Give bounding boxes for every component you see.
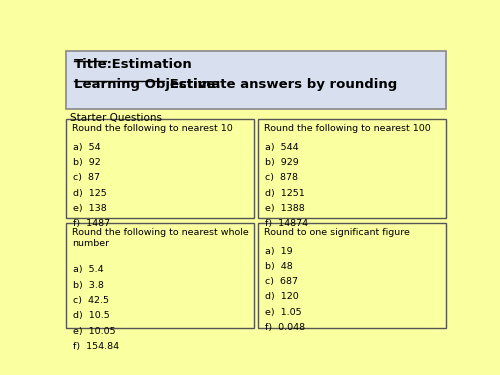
Text: b)  48: b) 48: [265, 262, 293, 271]
Text: Round the following to nearest 10: Round the following to nearest 10: [72, 124, 233, 133]
Text: e)  10.05: e) 10.05: [74, 327, 116, 336]
Text: Title:: Title:: [74, 58, 113, 71]
Text: f)  14874: f) 14874: [265, 219, 308, 228]
Text: f)  0.048: f) 0.048: [265, 323, 306, 332]
Text: f)  154.84: f) 154.84: [74, 342, 120, 351]
Text: Round the following to nearest whole
number: Round the following to nearest whole num…: [72, 228, 249, 248]
Text: b)  3.8: b) 3.8: [74, 280, 104, 290]
Text: Starter Questions: Starter Questions: [70, 113, 162, 123]
Text: d)  10.5: d) 10.5: [74, 311, 110, 320]
FancyBboxPatch shape: [66, 118, 254, 218]
FancyBboxPatch shape: [258, 118, 446, 218]
Text: a)  5.4: a) 5.4: [74, 266, 104, 274]
Text: d)  1251: d) 1251: [265, 189, 305, 198]
Text: c)  878: c) 878: [265, 173, 298, 182]
Text: Round to one significant figure: Round to one significant figure: [264, 228, 410, 237]
Text: a)  544: a) 544: [265, 142, 299, 152]
Text: a)  19: a) 19: [265, 246, 293, 255]
Text: d)  125: d) 125: [74, 189, 107, 198]
Text: c)  687: c) 687: [265, 277, 298, 286]
Text: c)  87: c) 87: [74, 173, 101, 182]
Text: d)  120: d) 120: [265, 292, 299, 302]
Text: e)  138: e) 138: [74, 204, 107, 213]
Text: a)  54: a) 54: [74, 142, 101, 152]
Text: c)  42.5: c) 42.5: [74, 296, 110, 305]
Text: Estimation: Estimation: [107, 58, 192, 71]
Text: b)  929: b) 929: [265, 158, 299, 167]
Text: f)  1487: f) 1487: [74, 219, 110, 228]
FancyBboxPatch shape: [66, 51, 446, 108]
Text: Learning Objective:: Learning Objective:: [74, 78, 221, 91]
FancyBboxPatch shape: [66, 223, 254, 328]
Text: Round the following to nearest 100: Round the following to nearest 100: [264, 124, 431, 133]
Text: e)  1388: e) 1388: [265, 204, 305, 213]
Text: b)  92: b) 92: [74, 158, 101, 167]
FancyBboxPatch shape: [258, 223, 446, 328]
Text: e)  1.05: e) 1.05: [265, 308, 302, 317]
Text: Estimate answers by rounding: Estimate answers by rounding: [165, 78, 398, 91]
